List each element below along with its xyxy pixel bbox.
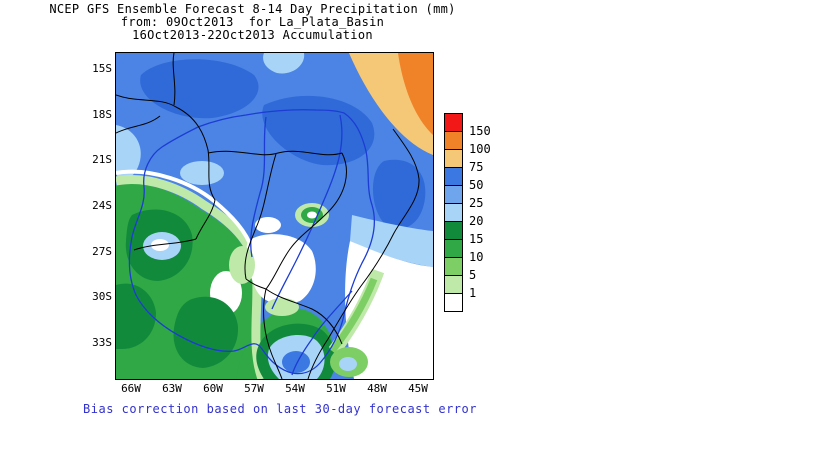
legend-swatch <box>444 203 463 222</box>
river-paraguay <box>250 116 267 258</box>
legend-label: 20 <box>469 214 484 228</box>
border-line <box>263 288 283 380</box>
border-line <box>265 288 343 345</box>
precipitation-map <box>115 52 433 381</box>
border-line <box>244 153 277 280</box>
legend-swatch <box>444 113 463 132</box>
basin-boundary <box>128 109 376 375</box>
contour-pale-green-band <box>115 175 267 381</box>
legend-swatch <box>444 293 463 312</box>
caption: Bias correction based on last 30-day for… <box>83 402 477 416</box>
contour-light-green-band <box>329 277 378 354</box>
lat-label: 30S <box>92 290 112 303</box>
lon-label: 57W <box>244 382 264 395</box>
country-borders <box>115 52 420 380</box>
legend-label: 10 <box>469 250 484 264</box>
legend-label: 75 <box>469 160 484 174</box>
lon-label: 63W <box>162 382 182 395</box>
basin-outline <box>128 109 376 376</box>
title-line-2: from: 09Oct2013 for La_Plata_Basin <box>120 15 385 29</box>
lat-label: 18S <box>92 108 112 121</box>
border-line <box>115 115 161 134</box>
contour-white <box>246 234 316 305</box>
contour-pale-green <box>265 298 299 316</box>
border-line <box>133 238 197 251</box>
lon-label: 54W <box>285 382 305 395</box>
legend-label: 1 <box>469 286 477 300</box>
contour-pale-blue <box>180 161 224 185</box>
contour-dark-blue <box>372 159 426 229</box>
border-line <box>115 94 216 240</box>
title-line-1: NCEP GFS Ensemble Forecast 8-14 Day Prec… <box>49 2 456 16</box>
lon-label: 51W <box>326 382 346 395</box>
contour-pale-blue <box>339 357 357 371</box>
legend-swatch <box>444 149 463 168</box>
contour-pale-green <box>229 246 255 284</box>
contour-pale-blue <box>263 53 305 74</box>
lat-label: 21S <box>92 153 112 166</box>
legend-label: 5 <box>469 268 477 282</box>
legend-label: 25 <box>469 196 484 210</box>
legend-swatch <box>444 221 463 240</box>
contour-dark-green <box>116 283 156 349</box>
lon-label: 48W <box>367 382 387 395</box>
contour-dark-green <box>173 296 239 368</box>
river-parana <box>271 114 343 310</box>
contour-eye-center <box>307 211 317 219</box>
river-uruguay <box>291 290 353 376</box>
legend-swatch <box>444 275 463 294</box>
border-line <box>172 52 176 106</box>
contour-pale-blue <box>116 125 141 180</box>
coastline <box>307 128 420 380</box>
lon-label: 66W <box>121 382 141 395</box>
border-line <box>265 152 347 290</box>
legend-label: 15 <box>469 232 484 246</box>
contour-pale-blue <box>350 215 433 267</box>
contour-white <box>345 241 433 379</box>
lon-label: 45W <box>408 382 428 395</box>
contour-dark-blue <box>262 95 375 166</box>
legend-swatch <box>444 257 463 276</box>
border-line <box>207 150 343 156</box>
contour-white <box>255 217 281 233</box>
map-frame <box>115 52 434 381</box>
legend-swatch <box>444 131 463 150</box>
legend-swatch <box>444 185 463 204</box>
title-line-3: 16Oct2013-22Oct2013 Accumulation <box>132 28 373 42</box>
legend-label: 100 <box>469 142 491 156</box>
legend-swatch <box>444 239 463 258</box>
contour-mid-blue <box>282 351 310 373</box>
lat-label: 15S <box>92 62 112 75</box>
lat-label: 24S <box>92 199 112 212</box>
lat-label: 33S <box>92 336 112 349</box>
lat-label: 27S <box>92 245 112 258</box>
border-line <box>245 278 267 290</box>
contour-orange <box>398 53 433 135</box>
color-legend: 150 100 75 50 25 20 15 10 5 1 <box>444 113 554 312</box>
legend-label: 50 <box>469 178 484 192</box>
lon-label: 60W <box>203 382 223 395</box>
legend-swatch <box>444 167 463 186</box>
legend-label: 150 <box>469 124 491 138</box>
